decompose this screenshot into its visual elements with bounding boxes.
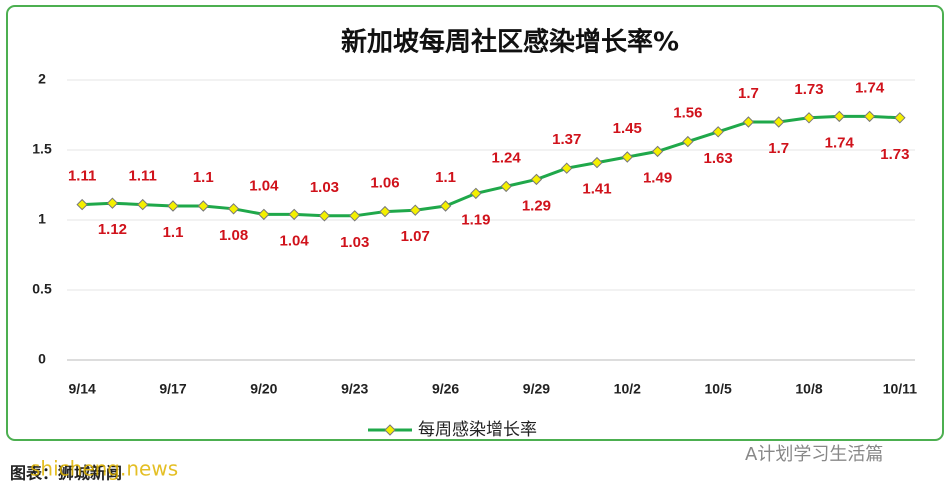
y-tick-label: 1	[38, 211, 46, 227]
marker	[76, 198, 88, 211]
marker	[439, 200, 452, 212]
x-tick-label: 10/2	[614, 381, 641, 397]
marker	[591, 156, 603, 169]
marker	[863, 110, 876, 123]
y-tick-label: 0	[38, 351, 46, 367]
x-tick-label: 9/20	[250, 381, 277, 397]
data-label: 1.45	[613, 120, 642, 137]
y-tick-label: 1.5	[32, 141, 52, 157]
data-label: 1.03	[340, 234, 369, 251]
marker	[621, 151, 633, 163]
data-label: 1.49	[643, 169, 672, 186]
x-tick-label: 9/26	[432, 381, 459, 397]
data-label: 1.74	[825, 134, 855, 151]
data-label: 1.08	[219, 227, 248, 244]
marker	[651, 145, 664, 158]
x-tick-label: 9/23	[341, 381, 368, 397]
marker	[288, 208, 300, 221]
marker	[561, 162, 573, 174]
marker	[137, 198, 149, 211]
x-tick-label: 10/8	[795, 381, 822, 397]
data-label: 1.04	[249, 177, 279, 194]
data-label: 1.41	[582, 181, 611, 198]
data-label: 1.06	[370, 175, 399, 192]
marker	[773, 116, 785, 128]
data-label: 1.03	[310, 179, 339, 196]
marker	[318, 210, 331, 222]
x-tick-label: 9/14	[69, 381, 96, 397]
x-tick-label: 10/11	[883, 381, 917, 397]
data-label: 1.07	[401, 228, 430, 245]
data-label: 1.24	[492, 149, 522, 166]
marker	[742, 116, 755, 128]
legend-marker	[384, 424, 396, 436]
marker	[106, 197, 119, 209]
marker	[197, 200, 209, 212]
marker	[500, 180, 512, 193]
marker	[833, 110, 845, 123]
line	[82, 114, 900, 218]
data-label: 1.73	[794, 81, 823, 98]
data-label: 1.63	[704, 150, 733, 167]
marker	[712, 126, 724, 138]
marker	[349, 210, 361, 222]
y-tick-label: 2	[38, 71, 46, 87]
x-tick-label: 9/17	[159, 381, 186, 397]
x-tick-label: 9/29	[523, 381, 550, 397]
marker	[258, 208, 270, 221]
watermark: A计划学习生活篇	[745, 444, 883, 465]
data-label: 1.11	[129, 168, 157, 185]
marker	[894, 112, 906, 124]
data-label: 1.12	[98, 221, 127, 238]
marker	[530, 173, 543, 186]
marker	[167, 200, 179, 212]
data-label: 1.1	[163, 224, 184, 241]
data-label: 1.7	[768, 140, 789, 157]
data-label: 1.1	[435, 169, 456, 186]
data-label: 1.19	[461, 211, 490, 228]
data-label: 1.7	[738, 85, 759, 102]
legend-label: 每周感染增长率	[418, 420, 537, 440]
data-label: 1.74	[855, 79, 885, 96]
data-label: 1.37	[552, 131, 581, 148]
data-label: 1.73	[880, 146, 909, 163]
data-label: 1.11	[68, 168, 96, 185]
data-label: 1.29	[522, 197, 551, 214]
watermark: shicheng.news	[30, 457, 178, 481]
y-tick-label: 0.5	[32, 281, 52, 297]
marker	[379, 205, 391, 218]
data-label: 1.04	[280, 232, 310, 249]
chart-title: 新加坡每周社区感染增长率%	[341, 27, 679, 58]
marker	[470, 187, 482, 200]
marker	[409, 204, 421, 216]
marker	[682, 135, 694, 148]
source: 图表：狮城新闻	[10, 464, 122, 483]
data-label: 1.56	[673, 105, 702, 122]
marker	[803, 112, 815, 124]
data-label: 1.1	[193, 169, 214, 186]
x-tick-label: 10/5	[705, 381, 732, 397]
chart-frame	[6, 5, 944, 441]
marker	[227, 203, 240, 215]
